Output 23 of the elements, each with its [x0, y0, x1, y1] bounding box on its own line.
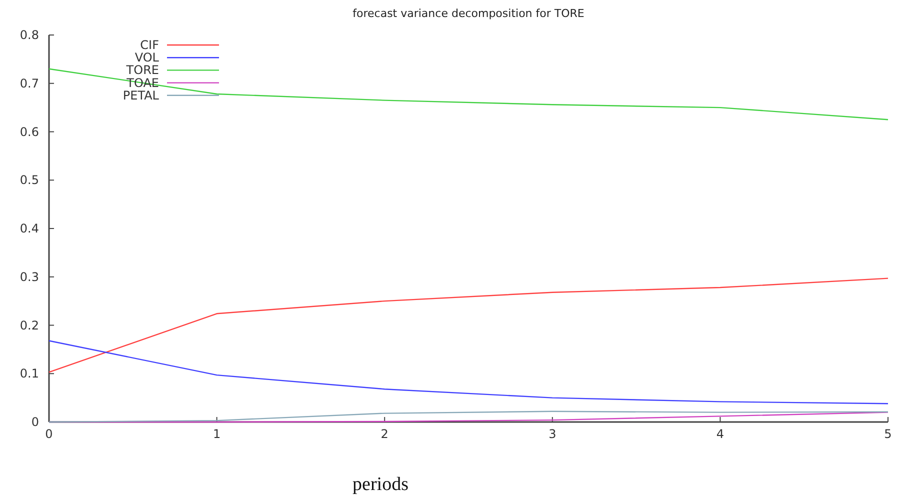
x-tick-label: 2: [380, 427, 388, 441]
x-axis-title: periods: [352, 474, 408, 495]
y-tick-label: 0.8: [20, 28, 39, 42]
chart-title: forecast variance decomposition for TORE: [352, 7, 584, 20]
y-tick-label: 0.6: [20, 124, 39, 139]
y-tick-label: 0.7: [20, 76, 39, 90]
x-tick-label: 0: [45, 427, 53, 441]
x-tick-label: 3: [548, 427, 556, 441]
y-tick-label: 0.1: [20, 366, 39, 381]
legend-label: PETAL: [122, 88, 160, 102]
y-tick-label: 0.2: [20, 318, 39, 332]
y-tick-label: 0: [31, 415, 39, 429]
x-tick-label: 1: [212, 427, 221, 441]
x-tick-label: 4: [716, 427, 724, 441]
legend-label: CIF: [140, 38, 160, 52]
x-tick-label: 5: [884, 427, 892, 441]
y-tick-label: 0.3: [20, 270, 39, 284]
legend-label: TORE: [125, 63, 159, 78]
legend-label: VOL: [134, 50, 160, 65]
line-series: [48, 278, 889, 373]
line-series: [48, 340, 889, 404]
y-tick-label: 0.5: [20, 173, 39, 188]
y-tick-label: 0.4: [20, 222, 39, 236]
